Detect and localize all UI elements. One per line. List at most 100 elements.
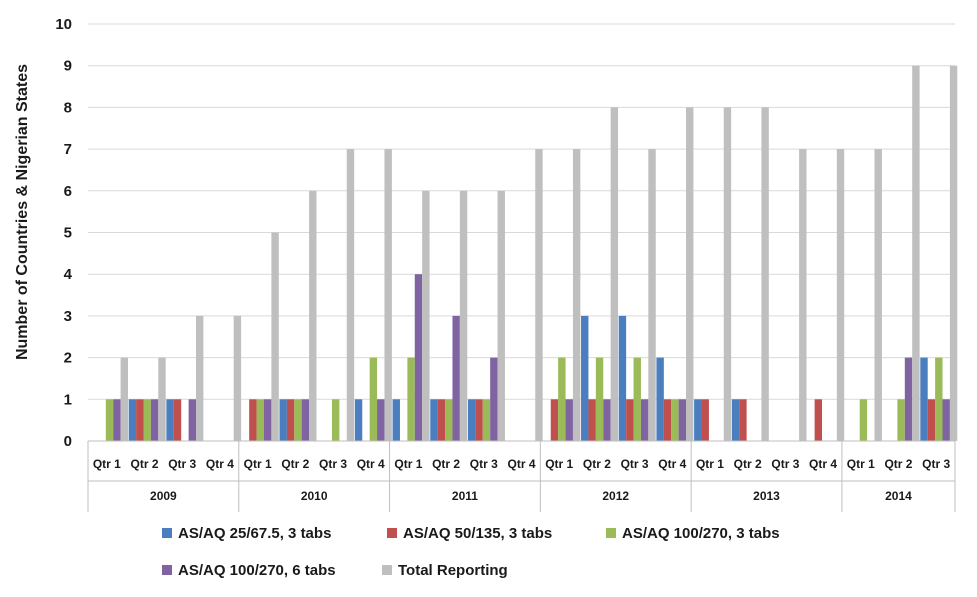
bar bbox=[346, 149, 355, 441]
bar bbox=[550, 399, 559, 441]
bar bbox=[294, 399, 302, 441]
bar bbox=[369, 357, 378, 441]
x-tick-label: Qtr 1 bbox=[394, 457, 422, 471]
bar bbox=[166, 399, 174, 441]
bar bbox=[859, 399, 868, 441]
x-tick-label: Qtr 2 bbox=[281, 457, 309, 471]
bar bbox=[572, 149, 581, 441]
bar bbox=[581, 315, 589, 441]
bar bbox=[731, 399, 740, 441]
bar bbox=[150, 399, 159, 441]
bar bbox=[535, 149, 543, 441]
year-label: 2013 bbox=[753, 489, 780, 503]
bar bbox=[558, 357, 566, 441]
bar bbox=[904, 357, 913, 441]
bar bbox=[723, 107, 732, 442]
x-tick-label: Qtr 2 bbox=[884, 457, 912, 471]
y-tick-label: 6 bbox=[64, 183, 72, 200]
y-tick-label: 0 bbox=[64, 433, 72, 450]
axes bbox=[87, 440, 956, 512]
bar bbox=[256, 399, 264, 441]
legend-swatch bbox=[387, 528, 397, 538]
bar bbox=[761, 107, 769, 442]
bar bbox=[686, 107, 694, 442]
y-tick-label: 7 bbox=[64, 141, 72, 158]
bar bbox=[701, 399, 709, 441]
x-tick-label: Qtr 4 bbox=[206, 457, 234, 471]
legend: AS/AQ 25/67.5, 3 tabs AS/AQ 50/135, 3 tab… bbox=[162, 525, 780, 579]
bar bbox=[603, 399, 611, 441]
bar bbox=[897, 399, 905, 441]
y-tick-label: 3 bbox=[64, 308, 72, 325]
bar bbox=[459, 190, 468, 441]
bar bbox=[626, 399, 634, 441]
bar bbox=[610, 107, 619, 442]
bar bbox=[377, 399, 385, 441]
bar bbox=[286, 399, 295, 441]
x-tick-label: Qtr 4 bbox=[809, 457, 837, 471]
x-tick-label: Qtr 2 bbox=[432, 457, 460, 471]
bar bbox=[301, 399, 310, 441]
x-tick-label: Qtr 3 bbox=[470, 457, 498, 471]
bar bbox=[407, 357, 415, 441]
year-label: 2010 bbox=[301, 489, 328, 503]
bar bbox=[836, 149, 845, 441]
bar bbox=[422, 190, 430, 441]
legend-label: AS/AQ 100/270, 3 tabs bbox=[622, 525, 780, 542]
legend-label: AS/AQ 100/270, 6 tabs bbox=[178, 562, 336, 579]
bar bbox=[143, 399, 151, 441]
bar bbox=[482, 399, 491, 441]
y-tick-label: 1 bbox=[64, 391, 72, 408]
bar bbox=[437, 399, 446, 441]
y-tick-label: 9 bbox=[64, 58, 72, 75]
x-tick-label: Qtr 2 bbox=[131, 457, 159, 471]
bar bbox=[467, 399, 476, 441]
legend-swatch bbox=[162, 528, 172, 538]
x-tick-label: Qtr 4 bbox=[658, 457, 686, 471]
bar bbox=[565, 399, 573, 441]
y-tick-label: 8 bbox=[64, 99, 72, 116]
bar bbox=[618, 315, 627, 441]
bar bbox=[633, 357, 641, 441]
bar bbox=[173, 399, 182, 441]
bar bbox=[949, 65, 958, 441]
legend-label: Total Reporting bbox=[398, 562, 508, 579]
bar bbox=[128, 399, 137, 441]
bar bbox=[384, 149, 392, 441]
gridlines bbox=[88, 23, 955, 400]
bar bbox=[188, 399, 196, 441]
x-tick-label: Qtr 3 bbox=[922, 457, 950, 471]
y-tick-label: 4 bbox=[64, 266, 73, 283]
x-tick-label: Qtr 2 bbox=[583, 457, 611, 471]
bar bbox=[874, 149, 882, 441]
legend-swatch bbox=[606, 528, 616, 538]
bar bbox=[663, 399, 672, 441]
bar bbox=[927, 399, 936, 441]
x-tick-label: Qtr 2 bbox=[734, 457, 762, 471]
bar bbox=[120, 357, 128, 441]
bar bbox=[136, 399, 144, 441]
legend-label: AS/AQ 50/135, 3 tabs bbox=[403, 525, 552, 542]
y-tick-label: 5 bbox=[64, 225, 72, 242]
bar bbox=[113, 399, 121, 441]
x-tick-label: Qtr 4 bbox=[507, 457, 535, 471]
year-label: 2011 bbox=[452, 489, 478, 503]
bar bbox=[430, 399, 438, 441]
bar bbox=[656, 357, 664, 441]
bar bbox=[392, 399, 400, 441]
bar bbox=[354, 399, 363, 441]
bar bbox=[814, 399, 823, 441]
bar bbox=[414, 274, 423, 441]
legend-swatch bbox=[382, 565, 392, 575]
x-category-labels: Qtr 1 Qtr 2 Qtr 3 Qtr 4 Qtr 1 Qtr 2 Qtr 3 Qtr 4… bbox=[93, 457, 951, 503]
year-label: 2014 bbox=[885, 489, 912, 503]
bar bbox=[588, 399, 596, 441]
x-tick-label: Qtr 1 bbox=[244, 457, 272, 471]
bar bbox=[694, 399, 702, 441]
bars bbox=[105, 65, 958, 442]
bar bbox=[640, 399, 649, 441]
bar bbox=[935, 357, 943, 441]
bar bbox=[452, 315, 460, 441]
